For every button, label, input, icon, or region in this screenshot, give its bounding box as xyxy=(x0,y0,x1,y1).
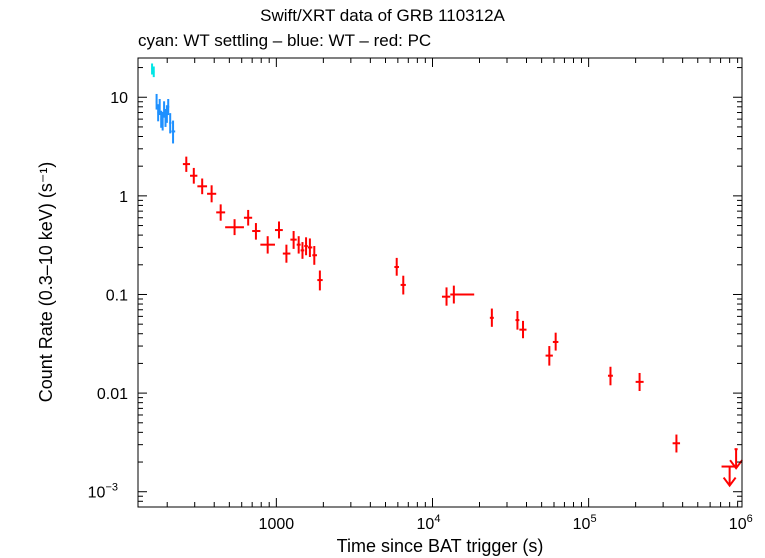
data-point xyxy=(282,244,291,263)
y-tick-label: 0.1 xyxy=(106,287,128,304)
data-point xyxy=(182,156,191,172)
data-point xyxy=(197,178,208,195)
data-point xyxy=(167,98,170,116)
data-point xyxy=(394,257,399,276)
chart-subtitle: cyan: WT settling – blue: WT – red: PC xyxy=(138,31,432,50)
data-point xyxy=(317,270,323,291)
x-tick-label: 106 xyxy=(729,513,753,533)
upper-limit-arrowhead xyxy=(729,459,743,470)
chart-title: Swift/XRT data of GRB 110312A xyxy=(260,6,505,25)
data-point xyxy=(607,366,613,386)
data-point xyxy=(672,434,681,453)
data-point xyxy=(307,238,313,257)
data-point xyxy=(161,111,164,131)
data-point xyxy=(252,223,261,240)
data-point xyxy=(635,372,644,392)
data-point xyxy=(260,236,275,254)
data-point xyxy=(552,332,559,351)
data-point xyxy=(400,275,406,295)
upper-limit xyxy=(729,448,743,470)
series-wt-settling xyxy=(151,63,155,78)
series-pc xyxy=(182,156,681,453)
data-point xyxy=(312,246,317,265)
data-point xyxy=(216,204,226,221)
x-tick-label: 105 xyxy=(573,513,597,533)
y-axis-label: Count Rate (0.3–10 keV) (s⁻¹) xyxy=(36,162,56,403)
data-point xyxy=(225,219,244,236)
data-point xyxy=(152,66,155,78)
x-tick-label: 104 xyxy=(417,513,441,533)
data-point xyxy=(157,104,160,122)
data-point xyxy=(151,63,154,75)
data-point xyxy=(515,311,520,330)
data-point xyxy=(243,209,253,226)
data-point xyxy=(274,221,283,239)
data-point xyxy=(519,320,527,339)
y-tick-label: 10−3 xyxy=(88,482,118,502)
plot-frame xyxy=(137,57,743,508)
data-point xyxy=(190,167,198,184)
upper-limit-arrowhead xyxy=(722,476,737,488)
data-point xyxy=(450,285,475,304)
x-axis-label: Time since BAT trigger (s) xyxy=(337,536,544,556)
data-point xyxy=(207,185,217,203)
data-point xyxy=(441,287,451,306)
y-tick-label: 0.01 xyxy=(97,386,128,403)
data-point xyxy=(304,237,308,256)
data-point xyxy=(489,308,494,327)
data-point xyxy=(155,93,158,110)
y-tick-label: 10 xyxy=(110,90,128,107)
data-point xyxy=(296,236,301,254)
data-point xyxy=(290,231,297,249)
data-point xyxy=(300,242,305,259)
data-point xyxy=(545,346,553,366)
x-tick-label: 1000 xyxy=(259,516,295,533)
upper-limit xyxy=(721,465,737,488)
series-wt xyxy=(155,93,176,144)
data-point xyxy=(158,98,161,116)
y-tick-label: 1 xyxy=(119,189,128,206)
data-point xyxy=(171,120,176,144)
data-point xyxy=(169,113,172,134)
